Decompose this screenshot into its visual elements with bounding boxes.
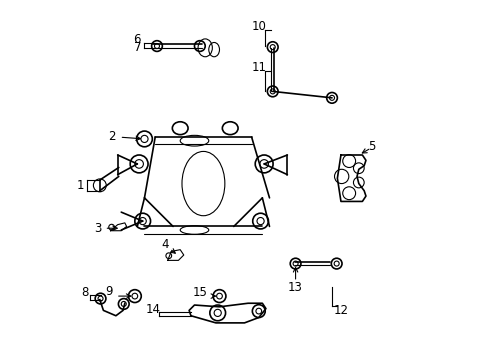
Text: 7: 7 — [133, 41, 141, 54]
Text: 11: 11 — [251, 61, 266, 74]
Text: 4: 4 — [161, 238, 168, 251]
Text: 14: 14 — [145, 303, 161, 316]
Text: 9: 9 — [105, 285, 113, 298]
Text: 15: 15 — [192, 286, 207, 299]
Text: 13: 13 — [287, 281, 303, 294]
Text: 8: 8 — [81, 286, 88, 299]
Text: 10: 10 — [251, 20, 265, 33]
Text: 2: 2 — [108, 130, 115, 143]
Text: 3: 3 — [94, 222, 102, 235]
Text: 1: 1 — [77, 179, 84, 192]
Polygon shape — [337, 155, 365, 202]
Text: 5: 5 — [367, 140, 374, 153]
Polygon shape — [189, 303, 265, 323]
Text: 12: 12 — [333, 304, 348, 317]
Text: 6: 6 — [133, 33, 141, 46]
